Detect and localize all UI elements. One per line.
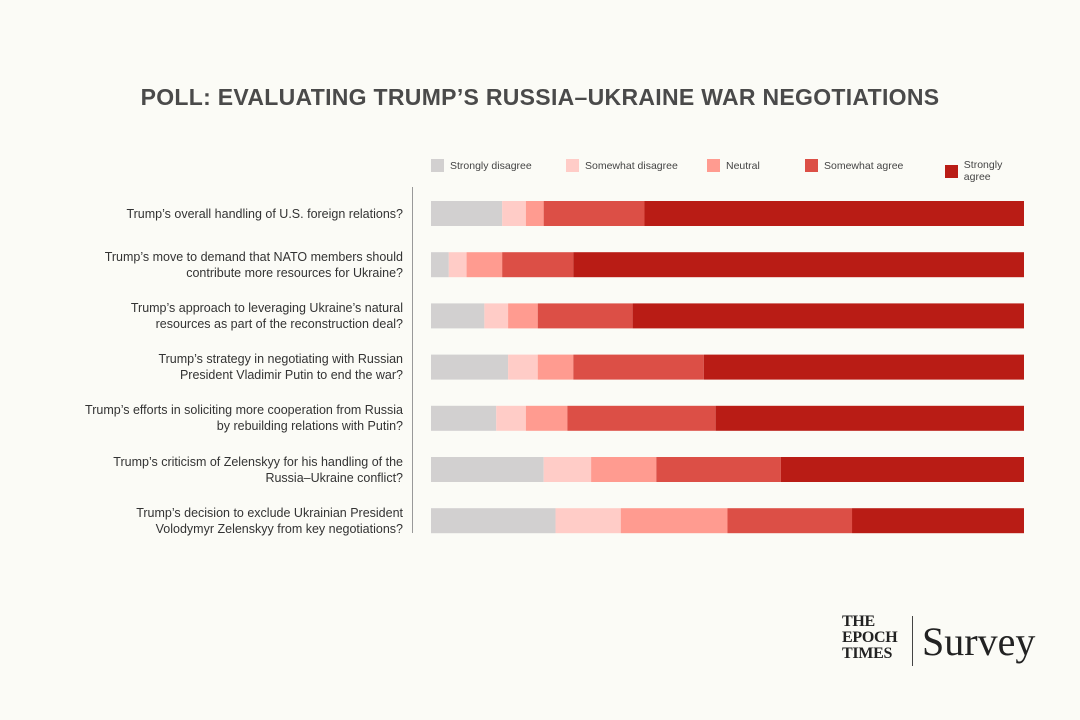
category-label-line: Trump’s criticism of Zelenskyy for his h… (113, 454, 403, 469)
bar-segment-neutral (537, 354, 574, 380)
category-label: Trump’s strategy in negotiating with Rus… (23, 351, 403, 383)
legend-swatch (945, 164, 958, 178)
bar-segment-strongly-agree (573, 252, 1024, 278)
logo-wordmark: THE EPOCH TIMES (842, 613, 898, 662)
category-label: Trump’s overall handling of U.S. foreign… (23, 206, 403, 222)
legend-item: Strongly disagree (431, 159, 532, 172)
category-label-line: Russia–Ukraine conflict? (265, 470, 403, 485)
bar-segment-strongly-agree (852, 508, 1024, 534)
bar-segment-strongly-disagree (431, 201, 503, 226)
category-label: Trump’s criticism of Zelenskyy for his h… (23, 454, 403, 486)
legend: Strongly disagree Somewhat disagree Neutra… (431, 159, 1031, 183)
bar-segment-strongly-disagree (431, 303, 485, 329)
bar-segment-neutral (591, 457, 657, 482)
category-label: Trump’s efforts in soliciting more coope… (23, 402, 403, 434)
bar-segment-somewhat-disagree (484, 303, 509, 329)
bar-segment-somewhat-disagree (543, 457, 592, 482)
bar-segment-strongly-agree (703, 354, 1024, 380)
category-label-line: Trump’s decision to exclude Ukrainian Pr… (136, 505, 403, 520)
bar-segment-somewhat-agree (573, 354, 704, 380)
bar-segment-strongly-disagree (431, 252, 449, 278)
legend-swatch (707, 159, 720, 172)
bar-segment-strongly-agree (780, 457, 1024, 482)
bar-segment-strongly-agree (632, 303, 1024, 329)
category-label-line: by rebuilding relations with Putin? (216, 419, 403, 434)
category-label-line: Trump’s overall handling of U.S. foreign… (126, 206, 403, 221)
logo-line-2: EPOCH (842, 629, 898, 646)
legend-item: Neutral (707, 159, 760, 172)
category-label-line: resources as part of the reconstruction … (155, 316, 403, 331)
bar-segment-somewhat-agree (567, 405, 716, 431)
category-label-line: Trump’s move to demand that NATO members… (104, 249, 403, 264)
legend-label: Somewhat disagree (585, 159, 678, 172)
legend-item: Somewhat agree (805, 159, 903, 172)
logo-line-1: THE (842, 613, 875, 630)
category-label-line: Trump’s efforts in soliciting more coope… (85, 403, 403, 418)
bar-segment-strongly-agree (715, 405, 1024, 431)
bar-segment-strongly-disagree (431, 457, 544, 482)
legend-label: Neutral (726, 159, 760, 172)
legend-label: Somewhat agree (824, 159, 904, 172)
category-label-line: President Vladimir Putin to end the war? (179, 368, 403, 383)
legend-item: Somewhat disagree (566, 159, 678, 172)
category-label: Trump’s decision to exclude Ukrainian Pr… (23, 505, 403, 537)
logo-survey: Survey (922, 619, 1036, 664)
logo-divider (912, 616, 913, 666)
legend-swatch (431, 159, 444, 172)
bar-segment-somewhat-disagree (496, 405, 526, 431)
bar-segment-somewhat-agree (537, 303, 633, 329)
category-label: Trump’s move to demand that NATO members… (23, 249, 403, 281)
legend-item: Strongly agree (945, 159, 1031, 183)
legend-swatch (805, 159, 818, 172)
legend-label: Strongly disagree (450, 159, 532, 172)
chart-title: POLL: EVALUATING TRUMP’S RUSSIA–UKRAINE … (140, 84, 940, 110)
bar-segment-strongly-disagree (431, 354, 509, 380)
category-label-line: Volodymyr Zelenskyy from key negotiation… (155, 521, 403, 536)
bar-segment-neutral (620, 508, 728, 534)
bar-segment-somewhat-disagree (502, 201, 526, 226)
bar-segment-somewhat-disagree (508, 354, 538, 380)
bar-segment-strongly-disagree (431, 508, 556, 534)
bar-segment-neutral (525, 405, 568, 431)
bar-segment-somewhat-disagree (448, 252, 467, 278)
bar-segment-neutral (525, 201, 544, 226)
bar-segment-neutral (508, 303, 538, 329)
bar-segment-somewhat-agree (727, 508, 853, 534)
category-label-line: Trump’s strategy in negotiating with Rus… (158, 352, 403, 367)
bar-segment-strongly-disagree (431, 405, 497, 431)
category-label-line: Trump’s approach to leveraging Ukraine’s… (130, 300, 403, 315)
category-axis-line (412, 187, 413, 533)
legend-label: Strongly agree (963, 159, 1003, 183)
bar-segment-somewhat-disagree (555, 508, 621, 534)
logo-line-3: TIMES (842, 645, 893, 662)
legend-swatch (566, 159, 579, 172)
bar-segment-strongly-agree (644, 201, 1024, 226)
category-label-line: contribute more resources for Ukraine? (186, 265, 403, 280)
bar-segment-somewhat-agree (656, 457, 781, 482)
bar-segment-neutral (466, 252, 503, 278)
bar-segment-somewhat-agree (502, 252, 574, 278)
bar-segment-somewhat-agree (543, 201, 645, 226)
category-label: Trump’s approach to leveraging Ukraine’s… (23, 300, 403, 332)
